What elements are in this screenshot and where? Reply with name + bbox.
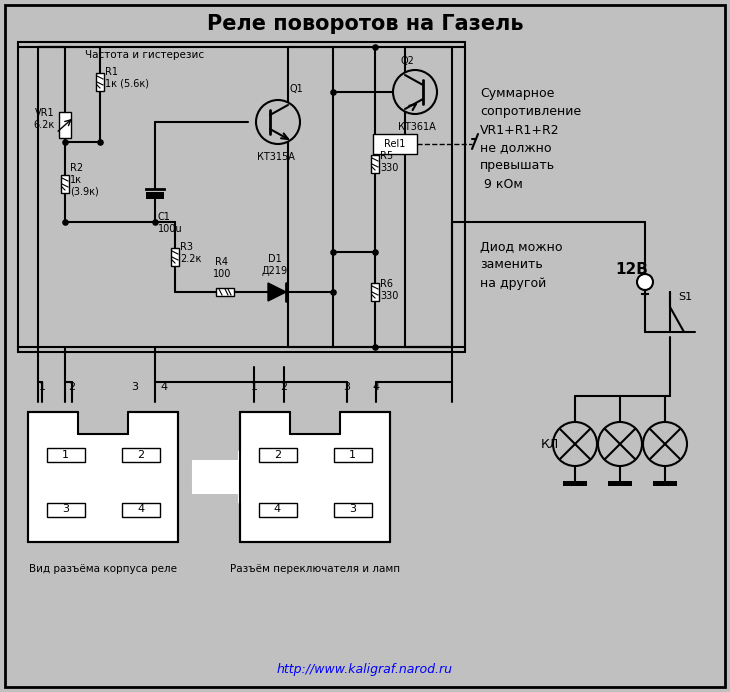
Bar bbox=[240, 412, 390, 542]
Text: 4: 4 bbox=[372, 382, 380, 392]
Bar bbox=[78, 410, 128, 434]
Text: 3: 3 bbox=[62, 504, 69, 514]
Text: R3
2.2к: R3 2.2к bbox=[180, 242, 201, 264]
Text: не должно: не должно bbox=[480, 141, 551, 154]
Text: КЛ: КЛ bbox=[541, 437, 559, 450]
Text: S1: S1 bbox=[678, 292, 692, 302]
Bar bbox=[608, 481, 632, 486]
Text: превышать: превышать bbox=[480, 159, 555, 172]
Bar bbox=[371, 155, 379, 173]
Text: C1
100u: C1 100u bbox=[158, 212, 182, 234]
Text: 9 кОм: 9 кОм bbox=[480, 178, 523, 190]
Text: Вид разъёма корпуса реле: Вид разъёма корпуса реле bbox=[29, 564, 177, 574]
Text: 1: 1 bbox=[250, 382, 258, 392]
Text: 4: 4 bbox=[274, 504, 281, 514]
Text: на другой: на другой bbox=[480, 277, 546, 289]
Text: R2
1к
(3.9к): R2 1к (3.9к) bbox=[70, 163, 99, 197]
Text: Q2: Q2 bbox=[400, 56, 414, 66]
Text: Rel1: Rel1 bbox=[384, 139, 406, 149]
Text: КТ315А: КТ315А bbox=[257, 152, 295, 162]
Text: D1
Д219: D1 Д219 bbox=[262, 255, 288, 276]
Text: 1: 1 bbox=[39, 382, 45, 392]
Text: VR1
6.2к: VR1 6.2к bbox=[34, 108, 55, 130]
Circle shape bbox=[643, 422, 687, 466]
Bar bbox=[146, 192, 164, 199]
Text: КТ361А: КТ361А bbox=[398, 122, 436, 132]
Bar bbox=[334, 502, 372, 516]
Bar bbox=[61, 175, 69, 193]
Text: 3: 3 bbox=[349, 504, 356, 514]
Text: http://www.kaligraf.narod.ru: http://www.kaligraf.narod.ru bbox=[277, 664, 453, 677]
Circle shape bbox=[553, 422, 597, 466]
Text: 12В: 12В bbox=[615, 262, 648, 277]
Text: 3: 3 bbox=[131, 382, 138, 392]
Text: R4
100: R4 100 bbox=[213, 257, 231, 279]
Text: Частота и гистерезис: Частота и гистерезис bbox=[85, 50, 204, 60]
Bar bbox=[59, 112, 71, 138]
Text: 2: 2 bbox=[68, 382, 75, 392]
Bar bbox=[18, 42, 465, 352]
Text: Разъём переключателя и ламп: Разъём переключателя и ламп bbox=[230, 564, 400, 574]
Bar bbox=[47, 448, 85, 462]
Text: 2: 2 bbox=[274, 450, 281, 460]
Text: 2: 2 bbox=[137, 450, 144, 460]
Text: 1: 1 bbox=[62, 450, 69, 460]
Bar bbox=[121, 502, 159, 516]
Polygon shape bbox=[268, 283, 286, 301]
Bar bbox=[171, 248, 179, 266]
Text: 4: 4 bbox=[137, 504, 144, 514]
Text: R5
330: R5 330 bbox=[380, 151, 399, 173]
Text: 3: 3 bbox=[343, 382, 350, 392]
Bar bbox=[371, 283, 379, 301]
Bar bbox=[563, 481, 587, 486]
Text: 1: 1 bbox=[349, 450, 356, 460]
Text: заменить: заменить bbox=[480, 259, 542, 271]
Text: Суммарное: Суммарное bbox=[480, 87, 554, 100]
Bar bbox=[373, 134, 417, 154]
Bar bbox=[28, 412, 178, 542]
Bar bbox=[216, 288, 234, 296]
Text: 4: 4 bbox=[161, 382, 168, 392]
Bar bbox=[653, 481, 677, 486]
Bar bbox=[258, 502, 296, 516]
Circle shape bbox=[256, 100, 300, 144]
Bar bbox=[334, 448, 372, 462]
Text: VR1+R1+R2: VR1+R1+R2 bbox=[480, 123, 560, 136]
Circle shape bbox=[598, 422, 642, 466]
Text: сопротивление: сопротивление bbox=[480, 105, 581, 118]
Circle shape bbox=[637, 274, 653, 290]
Text: Q1: Q1 bbox=[289, 84, 303, 94]
FancyArrow shape bbox=[193, 451, 265, 503]
Bar bbox=[258, 448, 296, 462]
Text: Реле поворотов на Газель: Реле поворотов на Газель bbox=[207, 14, 523, 34]
Text: 2: 2 bbox=[280, 382, 287, 392]
Text: Диод можно: Диод можно bbox=[480, 241, 563, 253]
Bar bbox=[96, 73, 104, 91]
Circle shape bbox=[393, 70, 437, 114]
Text: R1
1к (5.6к): R1 1к (5.6к) bbox=[105, 67, 149, 89]
Bar bbox=[47, 502, 85, 516]
Bar bbox=[290, 410, 340, 434]
Text: R6
330: R6 330 bbox=[380, 279, 399, 301]
Bar bbox=[121, 448, 159, 462]
